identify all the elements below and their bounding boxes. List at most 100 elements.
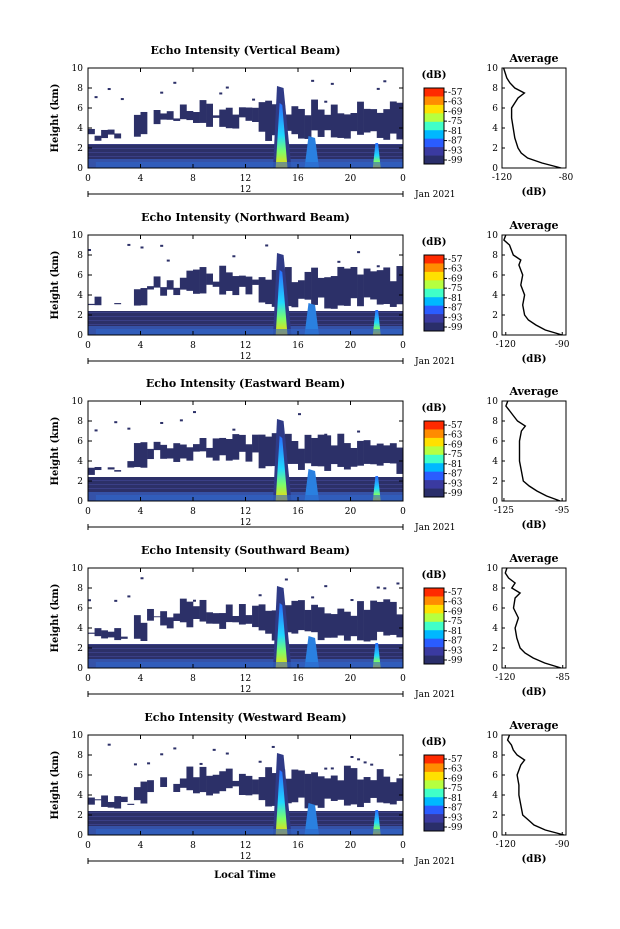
heatmap-plume-late [372,310,381,335]
x-tick-label: 0 [85,174,91,184]
x-tick-label: 0 [85,841,91,851]
colorbar-swatch [424,488,444,498]
heatmap-cell [265,767,273,807]
heatmap-cell [265,244,269,247]
average-frame [501,400,567,502]
colorbar-tick-label: -63 [448,265,463,275]
heatmap-cell [219,92,223,95]
panel-5: Echo Intensity (Westward Beam) 0 2 4 6 8 10 Hei… [50,711,570,867]
heatmap-cell [107,467,115,470]
heatmap-cell [265,279,273,305]
colorbar-tick-label: -93 [448,646,463,656]
heatmap-cell [396,582,400,585]
colorbar-tick-label: -93 [448,813,463,823]
heatmap-cell [127,427,131,430]
heatmap-cell [258,777,266,801]
heatmap-cell [383,267,391,305]
heatmap-cell [232,780,240,787]
panel-3: Echo Intensity (Eastward Beam) 0 2 4 6 8 10 Hei… [50,377,570,533]
average-y-tick-label: 10 [487,397,499,407]
y-tick-label: 8 [77,251,83,261]
average-title: Average [508,719,558,732]
heatmap-cell [324,100,328,103]
heatmap-cell [324,114,332,131]
heatmap-cell [363,777,371,803]
colorbar-tick-label: -57 [448,755,463,765]
y-tick-label: 6 [77,271,83,281]
average-y-tick-label: 4 [492,457,498,467]
heatmap-cell [343,443,351,470]
colorbar-swatch [424,814,444,823]
average-y-tick-label: 2 [492,811,498,821]
x-tick-label: 12 [240,174,251,184]
heatmap-cell [304,115,312,139]
heatmap-cell [298,413,301,416]
colorbar-tick-label: -93 [448,313,463,323]
heatmap-cell [291,600,299,634]
average-x-tick-label: -80 [559,173,574,183]
heatmap-cell [311,596,315,599]
heatmap-cell [298,280,305,299]
colorbar-swatch [424,647,444,656]
heatmap-cell [232,114,240,129]
heatmap-cell [363,268,371,298]
y-tick-label: 0 [77,331,83,341]
date-label: Jan 2021 [414,857,456,867]
colorbar-swatch [424,471,444,481]
heatmap-cell [179,778,187,788]
date-label: Jan 2021 [414,690,456,700]
heatmap-cell [370,271,378,300]
x-tick-label: 12 [240,341,251,351]
heatmap-plume-core [275,603,288,668]
heatmap-cell [212,438,220,461]
date-marker: 12 [240,352,251,362]
colorbar-swatch [424,755,444,764]
heatmap-cell [324,613,332,638]
heatmap-cell [370,763,374,766]
y-tick-label: 8 [77,584,83,594]
colorbar-tick-label: -75 [448,284,463,294]
heatmap-cell [271,773,279,806]
panel-1: Echo Intensity (Vertical Beam) 0 2 4 6 8 10 Hei… [50,44,574,200]
heatmap-cell [206,103,213,127]
heatmap-cell [219,437,227,456]
average-y-tick-label: 10 [487,564,499,574]
heatmap-cell [317,776,325,808]
colorbar-swatch [424,104,444,114]
heatmap-cell [107,88,111,91]
heatmap-cell [186,447,194,461]
heatmap-cell [199,762,203,765]
average-profile-line [503,234,563,336]
average-y-tick-label: 0 [492,497,498,507]
average-frame [501,67,567,169]
y-tick-label: 2 [77,144,83,154]
heatmap-cell [225,107,233,129]
average-y-tick-label: 2 [492,144,498,154]
heatmap-cell [330,614,338,638]
heatmap-cell [370,109,378,132]
y-axis-label: Height (km) [50,417,61,486]
colorbar-tick-label: -87 [448,637,463,647]
colorbar-swatch [424,130,444,140]
average-y-tick-label: 0 [492,831,498,841]
colorbar-swatch [424,305,444,315]
heatmap-cell [376,270,384,305]
average-y-tick-label: 10 [487,64,499,74]
heatmap-cell [376,601,384,632]
heatmap-cell [298,108,305,139]
y-tick-label: 2 [77,644,83,654]
heatmap-cell [193,606,200,619]
heatmap-cell [173,747,177,750]
colorbar-tick-label: -81 [448,294,463,304]
average-unit: (dB) [522,520,547,531]
colorbar-swatch [424,421,444,430]
colorbar-frame [423,87,445,165]
heatmap-cell [173,287,181,296]
heatmap-cell [311,604,318,633]
x-tick-label: 12 [240,841,251,851]
heatmap-cell [212,748,216,751]
heatmap-cell [245,615,253,624]
average-profile-line [502,67,562,169]
heatmap-cell [330,767,334,770]
colorbar-tick-label: -75 [448,450,463,460]
